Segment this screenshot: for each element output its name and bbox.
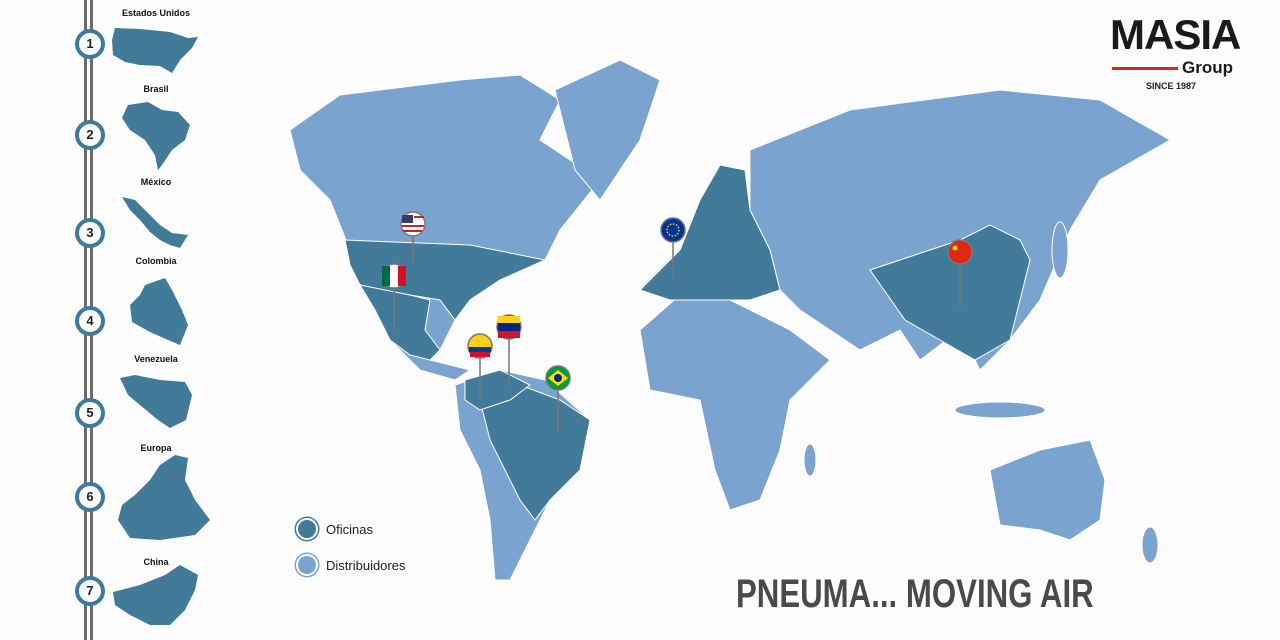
- colombia-silhouette: [130, 278, 188, 345]
- step-badge: 7: [75, 576, 105, 606]
- brazil-silhouette: [122, 102, 190, 170]
- logo-red-line: [1112, 67, 1178, 70]
- madagascar: [803, 443, 817, 477]
- usa-silhouette: [112, 28, 198, 73]
- offices-swatch: [296, 518, 318, 540]
- masia-logo: MASIA Group SINCE 1987: [1110, 12, 1250, 92]
- tagline: PNEUMA... MOVING AIR: [736, 572, 1094, 616]
- china-flag-pin: [947, 239, 973, 265]
- legend-offices-label: Oficinas: [326, 521, 373, 537]
- country-label: Colombia: [135, 256, 177, 266]
- legend-offices: Oficinas: [296, 518, 373, 540]
- eu-flag-pin: [660, 217, 686, 243]
- country-label: Venezuela: [134, 354, 178, 364]
- legend-distributors: Distribuidores: [296, 554, 405, 576]
- step-badge: 3: [75, 218, 105, 248]
- country-label: Estados Unidos: [121, 8, 190, 18]
- country-label: Europa: [140, 443, 172, 453]
- pins: [381, 211, 973, 432]
- country-label: México: [140, 177, 172, 187]
- indonesia: [954, 401, 1046, 419]
- europe-silhouette: [118, 455, 210, 540]
- new-zealand: [1141, 526, 1159, 564]
- logo-wordmark: MASIA: [1110, 11, 1241, 58]
- step-badge: 1: [75, 29, 105, 59]
- colombia-venezuela-office: [464, 369, 531, 411]
- mexico-silhouette: [122, 197, 188, 248]
- country-label: Brasil: [143, 84, 169, 94]
- japan: [1051, 221, 1069, 279]
- china-silhouette: [113, 565, 198, 625]
- distributors-swatch: [296, 554, 318, 576]
- brazil-office: [479, 384, 591, 521]
- mexico-office: [358, 284, 441, 361]
- logo-since: SINCE 1987: [1146, 81, 1197, 91]
- step-badge: 4: [75, 306, 105, 336]
- north-america: [289, 74, 601, 381]
- australia: [989, 439, 1106, 541]
- step-badge: 6: [75, 482, 105, 512]
- africa: [639, 294, 831, 511]
- step-badge: 2: [75, 120, 105, 150]
- step-badge: 5: [75, 398, 105, 428]
- europe-office: [639, 164, 781, 301]
- logo-group: Group: [1182, 58, 1233, 77]
- venezuela-silhouette: [120, 375, 192, 428]
- country-label: China: [143, 557, 169, 567]
- country-silhouettes: [112, 28, 210, 625]
- greenland: [554, 59, 661, 201]
- legend-distributors-label: Distribuidores: [326, 557, 406, 573]
